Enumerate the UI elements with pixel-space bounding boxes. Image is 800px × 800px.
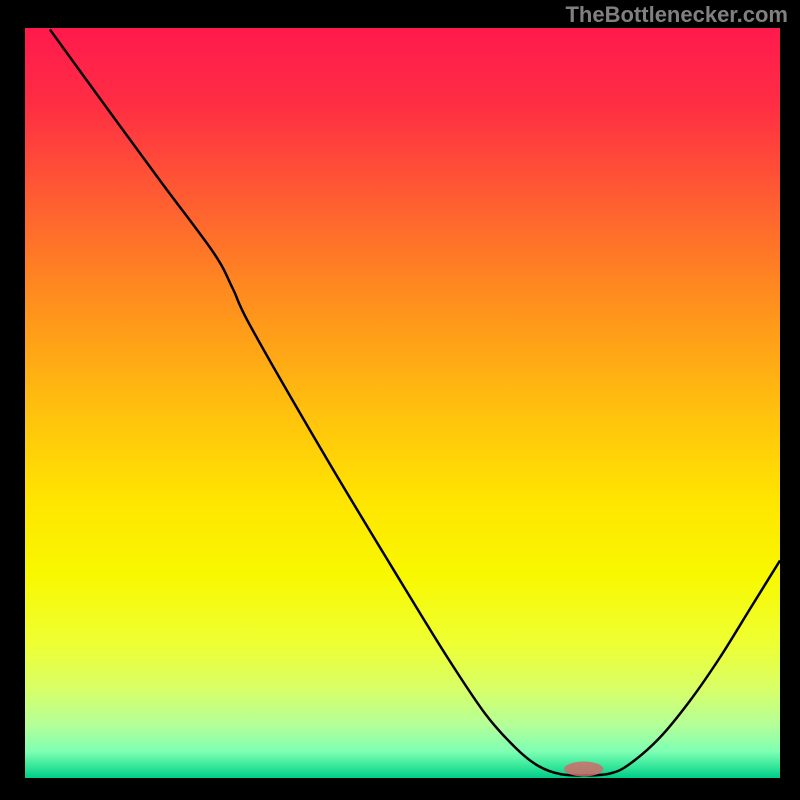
- watermark-text: TheBottlenecker.com: [565, 2, 788, 28]
- plot-background: [25, 28, 780, 778]
- chart-svg: [0, 0, 800, 800]
- optimal-marker: [564, 762, 603, 777]
- bottleneck-chart: TheBottlenecker.com: [0, 0, 800, 800]
